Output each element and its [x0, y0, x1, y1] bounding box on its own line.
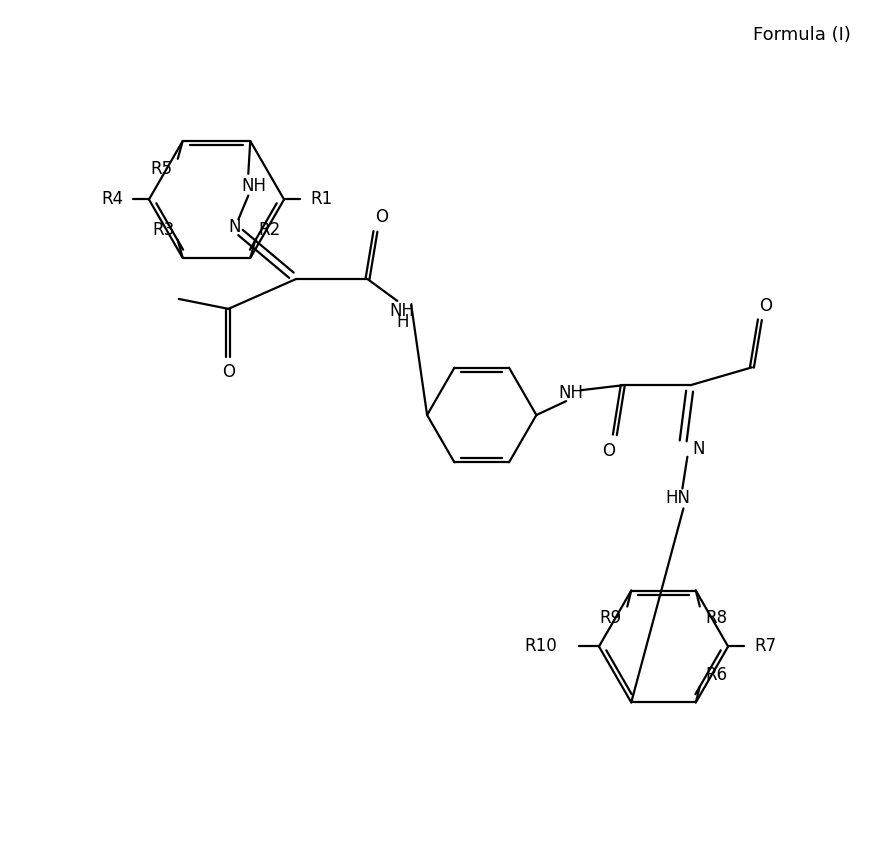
Text: R5: R5	[150, 160, 172, 177]
Text: HN: HN	[665, 489, 690, 507]
Text: O: O	[759, 297, 773, 315]
Text: N: N	[228, 219, 240, 236]
Text: R1: R1	[310, 190, 332, 209]
Text: O: O	[375, 209, 388, 226]
Text: R3: R3	[153, 221, 175, 239]
Text: R10: R10	[524, 637, 557, 655]
Text: R8: R8	[705, 610, 728, 627]
Text: NH: NH	[390, 302, 415, 320]
Text: R2: R2	[258, 221, 280, 239]
Text: R6: R6	[705, 665, 728, 684]
Text: R7: R7	[754, 637, 776, 655]
Text: R4: R4	[101, 190, 123, 209]
Text: O: O	[222, 363, 235, 382]
Text: O: O	[602, 442, 615, 460]
Text: N: N	[692, 440, 705, 458]
Text: NH: NH	[559, 384, 583, 402]
Text: R9: R9	[599, 610, 621, 627]
Text: H: H	[396, 313, 408, 331]
Text: Formula (I): Formula (I)	[753, 25, 850, 44]
Text: NH: NH	[241, 177, 267, 194]
